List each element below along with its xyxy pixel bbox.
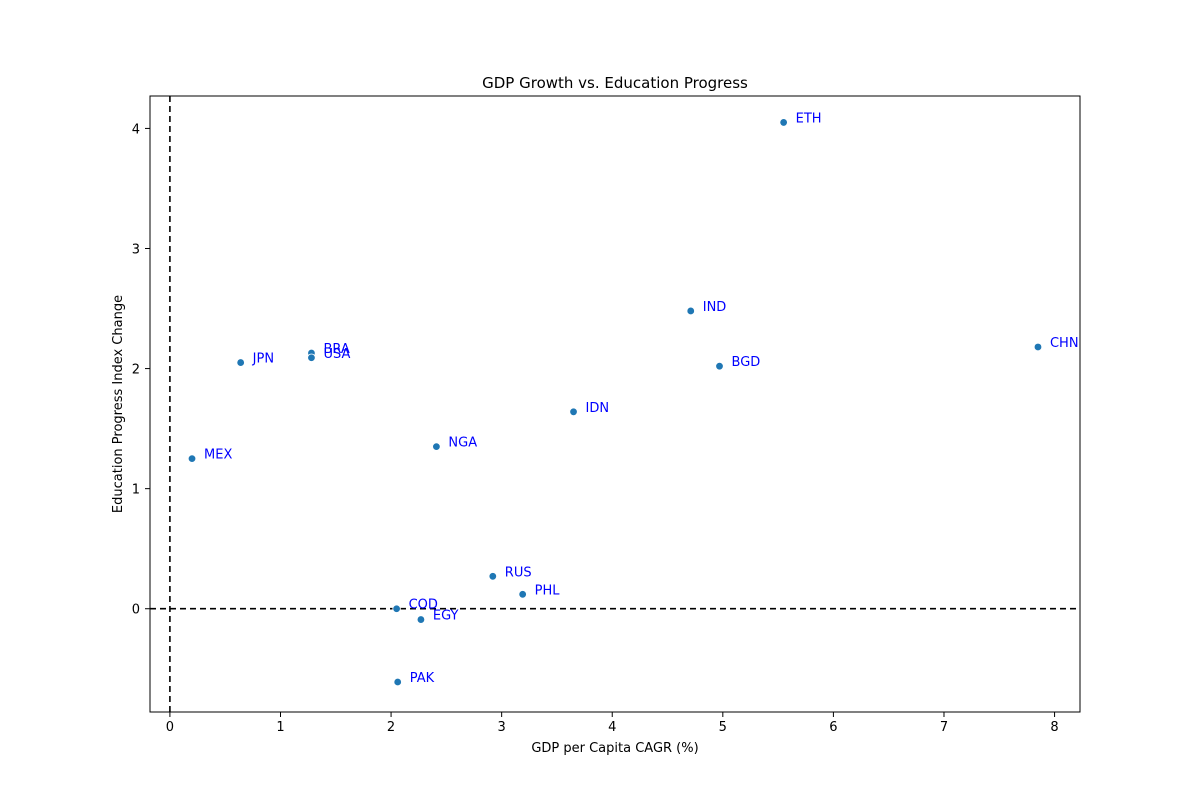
scatter-point-egy — [416, 615, 426, 624]
scatter-point-pak — [393, 677, 402, 687]
point-label-cod: COD — [409, 598, 438, 613]
scatter-point-mex — [187, 454, 197, 463]
scatter-point-cod — [392, 604, 401, 613]
point-label-bgd: BGD — [732, 355, 761, 370]
scatter-point-phl — [518, 590, 527, 599]
point-label-egy: EGY — [433, 609, 459, 624]
x-tick-label: 0 — [166, 720, 174, 735]
chart-title: GDP Growth vs. Education Progress — [482, 74, 748, 92]
x-axis-label: GDP per Capita CAGR (%) — [531, 741, 698, 756]
scatter-point-eth — [779, 118, 788, 127]
x-tick-label: 8 — [1050, 720, 1058, 735]
point-label-usa: USA — [323, 347, 350, 362]
y-tick-label: 2 — [132, 363, 140, 378]
plot-frame — [149, 95, 1081, 713]
scatter-point-bgd — [715, 361, 724, 371]
x-axis-ticks: 0 1 2 3 4 5 6 7 8 — [166, 712, 1059, 735]
x-tick-label: 1 — [276, 720, 284, 735]
scatter-point-rus — [488, 572, 498, 581]
y-tick-label: 0 — [132, 603, 140, 618]
point-label-ind: IND — [703, 300, 727, 315]
y-axis-label: Education Progress Index Change — [111, 295, 126, 513]
point-label-eth: ETH — [796, 111, 822, 126]
x-tick-label: 6 — [829, 720, 837, 735]
point-label-jpn: JPN — [252, 352, 274, 367]
scatter-point-ind — [686, 306, 695, 316]
point-label-chn: CHN — [1050, 336, 1079, 351]
y-tick-label: 3 — [132, 242, 140, 257]
y-tick-label: 4 — [132, 122, 140, 137]
scatter-point-idn — [569, 407, 578, 417]
scatter-point-usa — [307, 353, 316, 362]
point-label-nga: NGA — [448, 436, 477, 451]
y-tick-label: 1 — [132, 483, 140, 498]
scatter-point-jpn — [236, 358, 245, 367]
point-label-mex: MEX — [204, 448, 232, 463]
x-tick-label: 5 — [719, 720, 727, 735]
scatter-point-chn — [1033, 342, 1043, 352]
y-axis-ticks: 0 1 2 3 4 — [132, 122, 150, 618]
point-label-pak: PAK — [410, 671, 435, 686]
x-tick-label: 3 — [498, 720, 506, 735]
point-label-idn: IDN — [586, 401, 610, 416]
point-label-rus: RUS — [505, 565, 532, 580]
reference-lines — [150, 96, 1080, 712]
scatter-point-nga — [432, 442, 441, 451]
x-tick-label: 4 — [608, 720, 616, 735]
x-tick-label: 7 — [940, 720, 948, 735]
x-tick-label: 2 — [387, 720, 395, 735]
point-label-phl: PHL — [535, 583, 561, 598]
point-label-bra: BRA — [323, 342, 349, 357]
